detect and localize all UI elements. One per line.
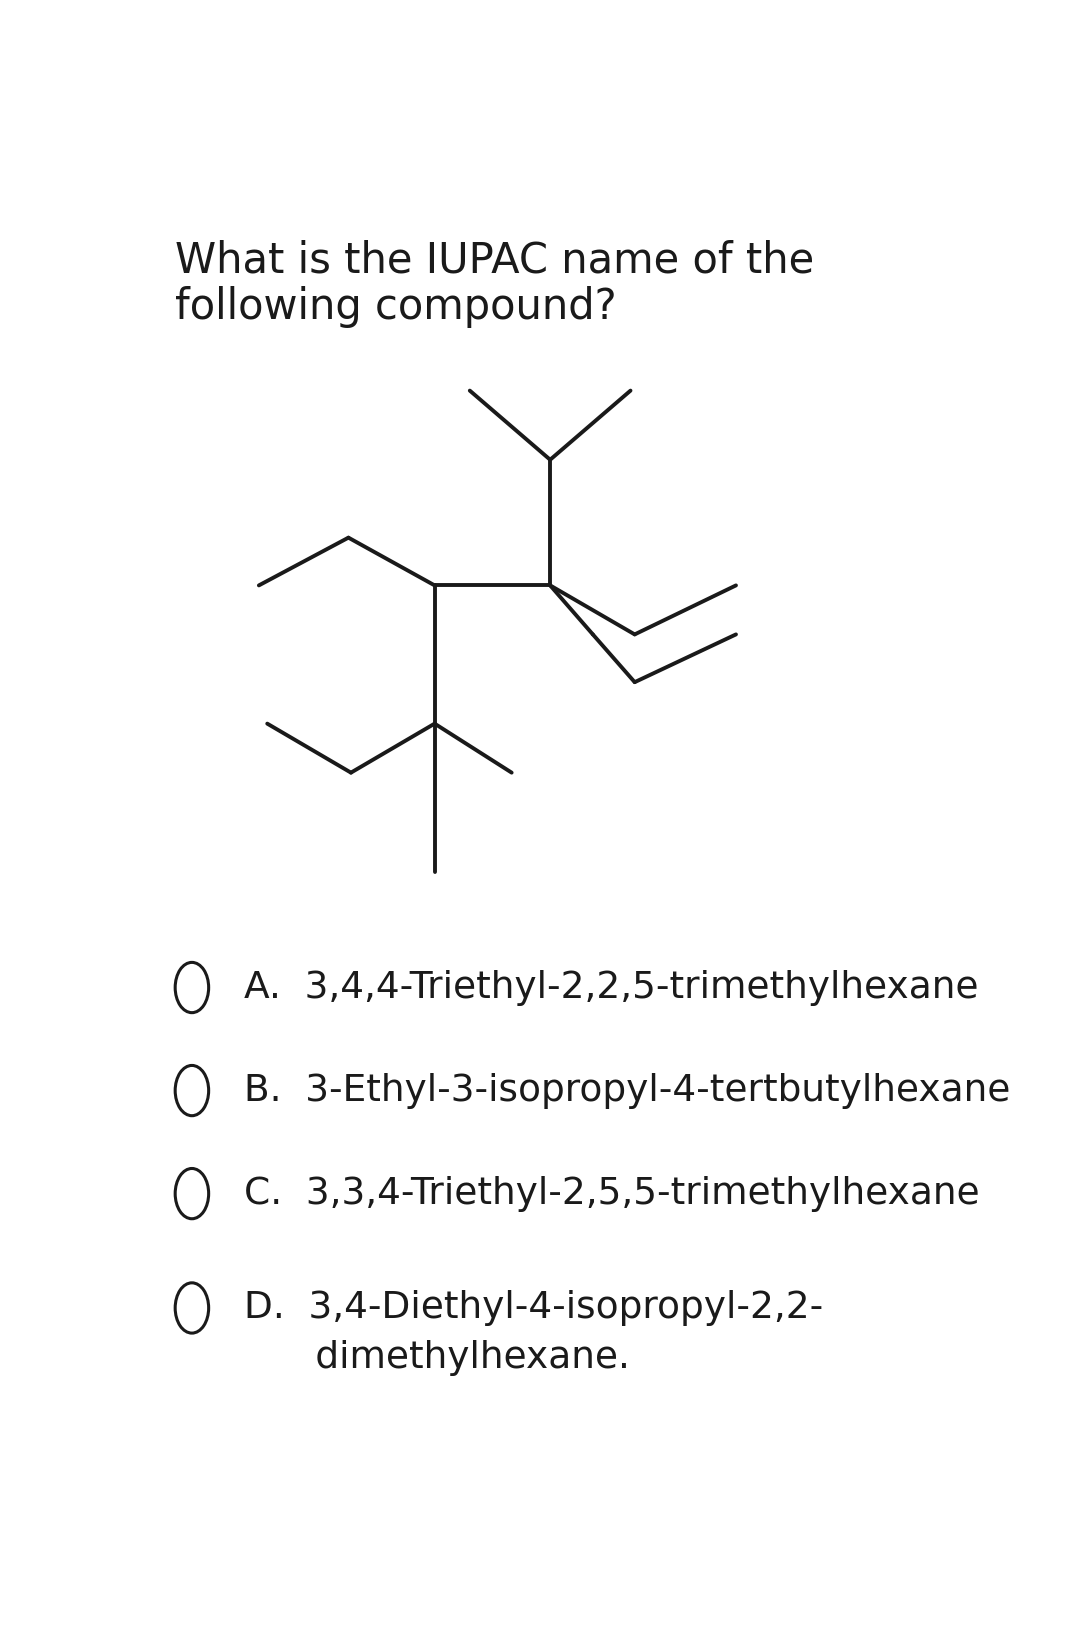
Text: B.  3-Ethyl-3-isopropyl-4-tertbutylhexane: B. 3-Ethyl-3-isopropyl-4-tertbutylhexane <box>244 1072 1010 1108</box>
Text: D.  3,4-Diethyl-4-isopropyl-2,2-: D. 3,4-Diethyl-4-isopropyl-2,2- <box>244 1289 823 1325</box>
Text: following compound?: following compound? <box>175 286 617 328</box>
Text: A.  3,4,4-Triethyl-2,2,5-trimethylhexane: A. 3,4,4-Triethyl-2,2,5-trimethylhexane <box>244 969 978 1005</box>
Text: What is the IUPAC name of the: What is the IUPAC name of the <box>175 240 814 282</box>
Text: C.  3,3,4-Triethyl-2,5,5-trimethylhexane: C. 3,3,4-Triethyl-2,5,5-trimethylhexane <box>244 1175 980 1211</box>
Text: dimethylhexane.: dimethylhexane. <box>244 1340 630 1376</box>
